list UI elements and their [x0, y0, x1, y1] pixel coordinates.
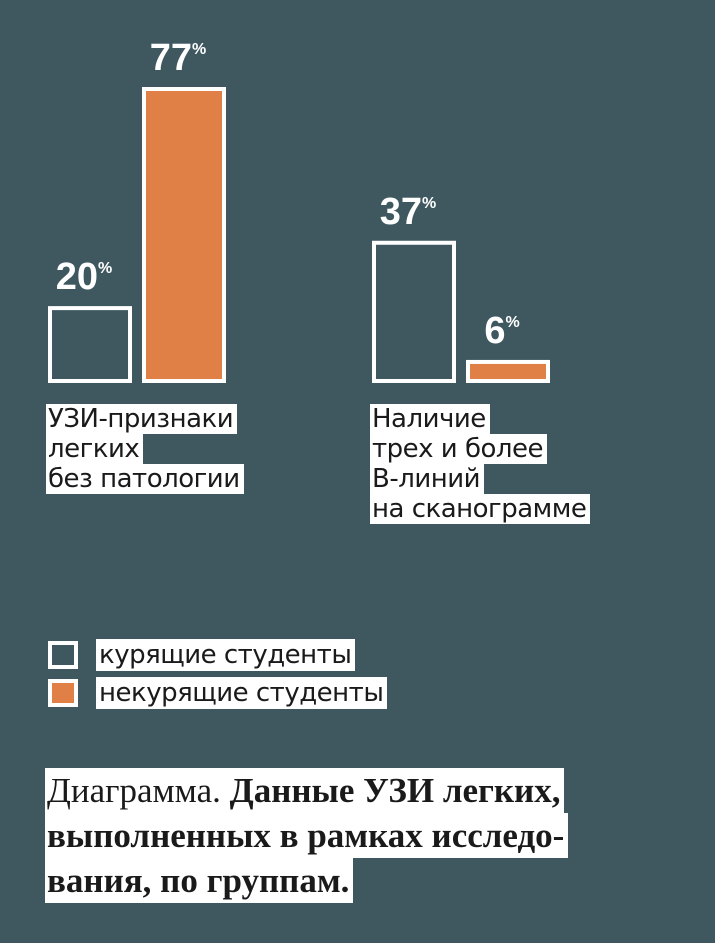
data-label-smokers-cat2: 37%	[380, 191, 437, 233]
legend-item-nonsmokers: некурящие студенты	[48, 674, 388, 712]
legend-label-nonsmokers: некурящие студенты	[96, 677, 388, 709]
category-label-2-line-3: В-линий	[370, 464, 485, 494]
category-label-1-line-3: без патологии	[46, 464, 244, 494]
category-label-2-line-4: на сканограмме	[370, 494, 591, 524]
category-label-1-line-1: УЗИ-признаки	[46, 404, 238, 434]
bar-nonsmokers-cat1	[142, 87, 226, 383]
legend-label-smokers: курящие студенты	[96, 639, 356, 671]
legend-swatch-nonsmokers	[48, 679, 78, 707]
figure-caption: Диаграмма. Данные УЗИ легких, выполненны…	[45, 768, 569, 903]
category-label-1: УЗИ-признаки легких без патологии	[46, 404, 244, 494]
legend-swatch-smokers	[48, 641, 78, 669]
data-label-nonsmokers-cat1: 77%	[150, 37, 207, 79]
caption-prefix: Диаграмма.	[47, 771, 230, 810]
bar-smokers-cat1	[48, 306, 132, 383]
category-label-2-line-2: трех и более	[370, 434, 548, 464]
bar-chart: 20% 37% 77% 6%	[48, 37, 550, 383]
caption-line-2: выполненных в рамках исследо-	[45, 813, 569, 858]
data-label-smokers-cat1: 20%	[56, 256, 113, 298]
legend-item-smokers: курящие студенты	[48, 636, 387, 674]
category-label-2-line-1: Наличие	[370, 404, 490, 434]
caption-line-1: Диаграмма. Данные УЗИ легких,	[45, 768, 565, 813]
caption-title-line-1: Данные УЗИ легких,	[229, 771, 561, 810]
legend: курящие студенты некурящие студенты	[48, 636, 388, 712]
bar-nonsmokers-cat2	[466, 359, 550, 383]
category-label-1-line-2: легких	[46, 434, 144, 464]
bar-smokers-cat2	[372, 240, 456, 383]
caption-line-3: вания, по группам.	[45, 858, 354, 903]
category-label-2: Наличие трех и более В-линий на сканогра…	[370, 404, 591, 524]
data-label-nonsmokers-cat2: 6%	[484, 310, 519, 352]
